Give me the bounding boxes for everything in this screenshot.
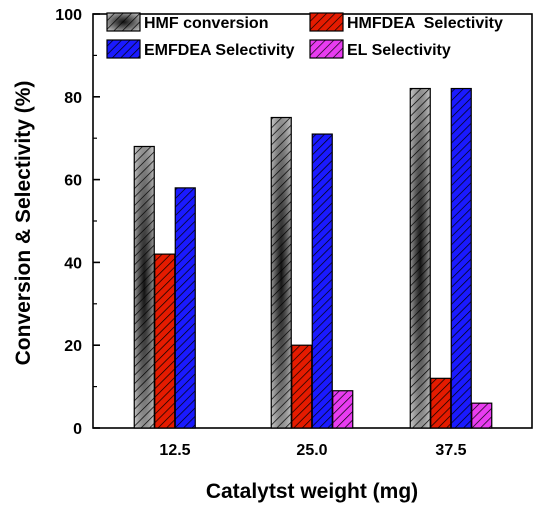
bar <box>291 344 313 429</box>
x-tick-label: 25.0 <box>296 442 327 459</box>
bar-outline <box>332 390 354 429</box>
bar-hatch <box>430 378 451 428</box>
y-tick-label: 100 <box>55 7 82 24</box>
y-tick-label: 20 <box>64 338 82 355</box>
legend-swatch-hatch <box>310 40 343 58</box>
legend-swatch-hatch <box>310 13 343 31</box>
bar-outline <box>450 87 472 429</box>
legend-label: HMFDEA Selectivity <box>347 15 503 32</box>
legend-item: HMF conversion <box>106 12 268 32</box>
bar-hatch <box>291 345 312 428</box>
legend-swatch-hatch <box>107 13 140 31</box>
legend-swatch-hatch <box>107 40 140 58</box>
y-tick-label: 80 <box>64 90 82 107</box>
legend-item: EL Selectivity <box>309 39 451 59</box>
bar <box>154 253 176 429</box>
bar-hatch <box>471 403 492 428</box>
x-tick-label: 12.5 <box>159 442 190 459</box>
bar-outline <box>311 133 333 429</box>
bar <box>450 87 472 429</box>
bar-hatch <box>312 134 333 428</box>
bar <box>332 390 354 429</box>
legend-label: EMFDEA Selectivity <box>144 42 295 59</box>
bar-hatch <box>154 254 175 428</box>
bar-outline <box>174 187 196 429</box>
bar-hatch <box>175 187 196 428</box>
bar <box>471 402 493 429</box>
bar-outline <box>471 402 493 429</box>
legend-item: HMFDEA Selectivity <box>309 12 503 32</box>
bar-outline <box>270 116 292 429</box>
bar <box>270 116 292 429</box>
bar-hatch <box>271 117 292 428</box>
y-tick-label: 60 <box>64 173 82 190</box>
bar-hatch <box>332 390 353 428</box>
bar <box>430 377 452 429</box>
bar-hatch <box>410 88 431 429</box>
y-tick-label: 40 <box>64 255 82 272</box>
bar-outline <box>409 87 431 429</box>
bar <box>409 87 431 429</box>
bar <box>133 145 155 429</box>
x-axis-label: Catalytst weight (mg) <box>206 480 418 503</box>
legend-label: HMF conversion <box>144 15 268 32</box>
bar-hatch <box>451 88 472 429</box>
y-tick-label: 0 <box>73 421 82 438</box>
legend-swatch-outline <box>309 39 344 59</box>
bar <box>174 187 196 429</box>
legend-swatch-outline <box>106 12 141 32</box>
y-axis-label: Conversion & Selectivity (%) <box>12 81 35 366</box>
legend-label: EL Selectivity <box>347 42 451 59</box>
x-tick-label: 37.5 <box>435 442 466 459</box>
bar <box>311 133 333 429</box>
legend-swatch-outline <box>309 12 344 32</box>
legend-item: EMFDEA Selectivity <box>106 39 295 59</box>
bar-hatch <box>134 146 155 429</box>
legend-swatch-outline <box>106 39 141 59</box>
